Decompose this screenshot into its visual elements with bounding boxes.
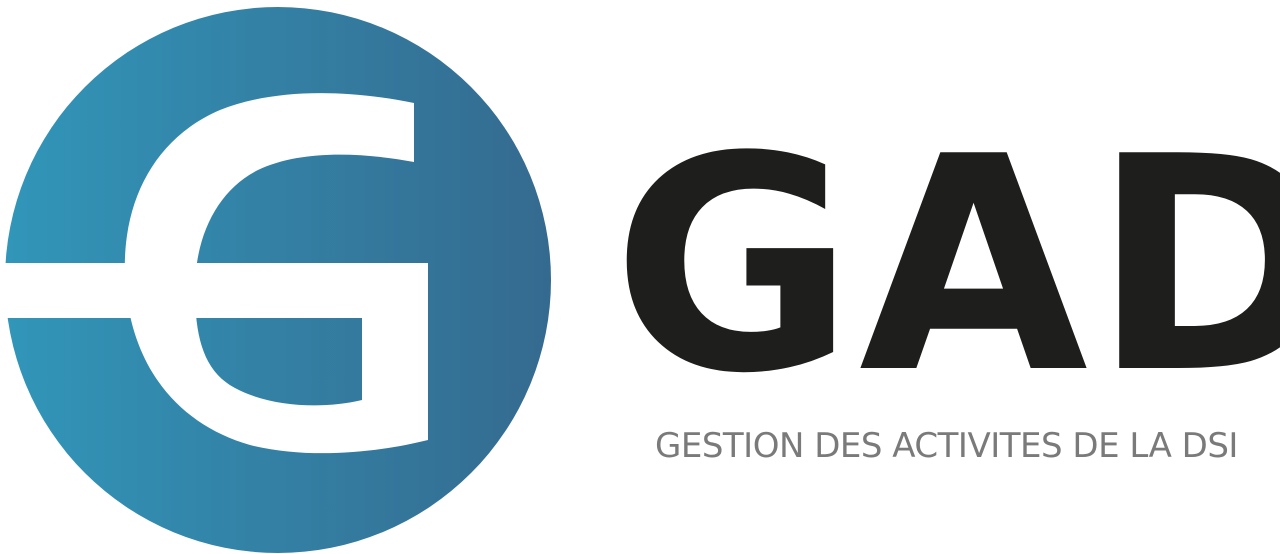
brand-name: GAD (612, 93, 1280, 438)
emblem-g-letter (0, 93, 428, 454)
brand-tagline: GESTION DES ACTIVITES DE LA DSI (655, 426, 1238, 466)
gad-g-circle-emblem-icon (0, 7, 551, 553)
emblem-g-bar (0, 263, 428, 318)
emblem-g-body (124, 93, 428, 454)
